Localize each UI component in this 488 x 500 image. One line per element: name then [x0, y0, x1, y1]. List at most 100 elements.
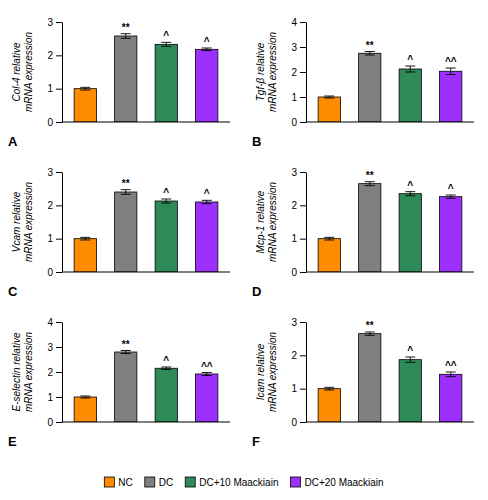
error-bar-cap — [80, 237, 90, 238]
y-tick: 0 — [291, 117, 306, 128]
error-bar — [80, 237, 90, 240]
bar — [155, 201, 177, 272]
y-tick: 4 — [291, 17, 306, 28]
y-tick-label: 2 — [291, 200, 297, 211]
y-axis-line — [62, 173, 63, 273]
annotation: ** — [122, 178, 130, 189]
bar — [399, 69, 421, 122]
annotation: ^ — [407, 345, 413, 356]
legend-label: NC — [118, 477, 132, 488]
annotation: ^ — [163, 187, 169, 198]
error-bar-cap — [365, 332, 375, 333]
y-tick: 4 — [47, 317, 62, 328]
y-axis-title-line: mRNA expression — [267, 181, 278, 262]
y-tick: 3 — [47, 17, 62, 28]
y-axis-title-line: Col-4 relative — [11, 42, 22, 101]
bar — [115, 36, 137, 122]
y-tick-label: 4 — [47, 317, 53, 328]
bar — [196, 374, 218, 422]
y-tick-label: 3 — [291, 167, 297, 178]
error-bar-cap — [324, 96, 334, 97]
y-tick-label: 3 — [291, 317, 297, 328]
error-bar-cap — [80, 87, 90, 88]
error-bar — [202, 373, 212, 376]
x-axis-line — [306, 122, 474, 123]
y-tick-mark — [300, 322, 306, 323]
error-bar-stem — [125, 190, 126, 195]
error-bar-cap — [365, 51, 375, 52]
legend-label: DC — [159, 477, 173, 488]
error-bar-cap — [405, 195, 415, 196]
y-tick-mark — [56, 205, 62, 206]
y-tick-mark — [56, 122, 62, 123]
bar — [359, 184, 381, 272]
y-tick-label: 1 — [291, 92, 297, 103]
y-tick-label: 2 — [47, 367, 53, 378]
error-bar — [365, 182, 375, 186]
panel-label: B — [252, 134, 261, 149]
bar — [74, 89, 96, 122]
legend: NCDCDC+10 MaackiainDC+20 Maackiain — [104, 477, 383, 488]
error-bar-stem — [450, 195, 451, 198]
error-bar-cap — [365, 335, 375, 336]
marks — [74, 351, 218, 423]
bar — [399, 194, 421, 272]
y-axis: 0123 — [291, 317, 306, 428]
x-axis-line — [306, 422, 474, 423]
y-axis-line — [306, 23, 307, 123]
error-bar-cap — [202, 375, 212, 376]
y-axis-title: E-selectin relativemRNA expression — [11, 331, 34, 412]
error-bar — [405, 192, 415, 196]
figure: 0123**^^Col-4 relativemRNA expressionA01… — [0, 0, 488, 500]
error-bar-stem — [125, 34, 126, 39]
bar — [196, 202, 218, 272]
y-tick-label: 1 — [291, 233, 297, 244]
y-tick-label: 1 — [47, 83, 53, 94]
error-bar — [365, 332, 375, 335]
y-tick-label: 2 — [291, 67, 297, 78]
legend-swatch — [290, 477, 300, 487]
panel: 0123**^^Col-4 relativemRNA expressionA — [8, 17, 230, 149]
x-axis-line — [62, 272, 230, 273]
error-bar-cap — [202, 50, 212, 51]
panel: 0123**^^Mcp-1 relativemRNA expressionD — [252, 167, 474, 299]
bar — [115, 192, 137, 272]
legend-item: DC+20 Maackiain — [290, 477, 383, 488]
y-tick-label: 2 — [47, 50, 53, 61]
bar — [440, 71, 462, 122]
error-bar — [161, 199, 171, 203]
y-tick-mark — [56, 89, 62, 90]
y-tick-mark — [56, 322, 62, 323]
y-tick-mark — [56, 347, 62, 348]
annotation: ** — [122, 22, 130, 33]
y-tick: 3 — [291, 317, 306, 328]
y-axis: 01234 — [291, 17, 306, 128]
bar — [318, 97, 340, 122]
error-bar-stem — [450, 372, 451, 377]
y-tick: 1 — [47, 392, 62, 403]
y-tick-mark — [300, 205, 306, 206]
error-bar-stem — [410, 192, 411, 196]
error-bar-cap — [121, 189, 131, 190]
legend-item: DC — [145, 477, 173, 488]
error-bar — [405, 66, 415, 72]
y-tick: 2 — [47, 200, 62, 211]
y-tick-label: 0 — [47, 117, 53, 128]
annotation: ^^ — [445, 360, 457, 371]
error-bar-cap — [121, 353, 131, 354]
y-tick: 2 — [47, 367, 62, 378]
error-bar-cap — [446, 198, 456, 199]
marks — [318, 52, 462, 123]
y-tick-label: 2 — [291, 350, 297, 361]
y-tick-mark — [300, 72, 306, 73]
marks — [318, 182, 462, 272]
x-axis-line — [62, 122, 230, 123]
annotation: ^ — [204, 36, 210, 47]
error-bar-cap — [121, 350, 131, 351]
y-tick-label: 0 — [291, 117, 297, 128]
y-tick-label: 0 — [47, 267, 53, 278]
bar — [359, 334, 381, 422]
y-tick: 1 — [291, 233, 306, 244]
error-bar-cap — [80, 398, 90, 399]
y-tick-label: 1 — [47, 233, 53, 244]
